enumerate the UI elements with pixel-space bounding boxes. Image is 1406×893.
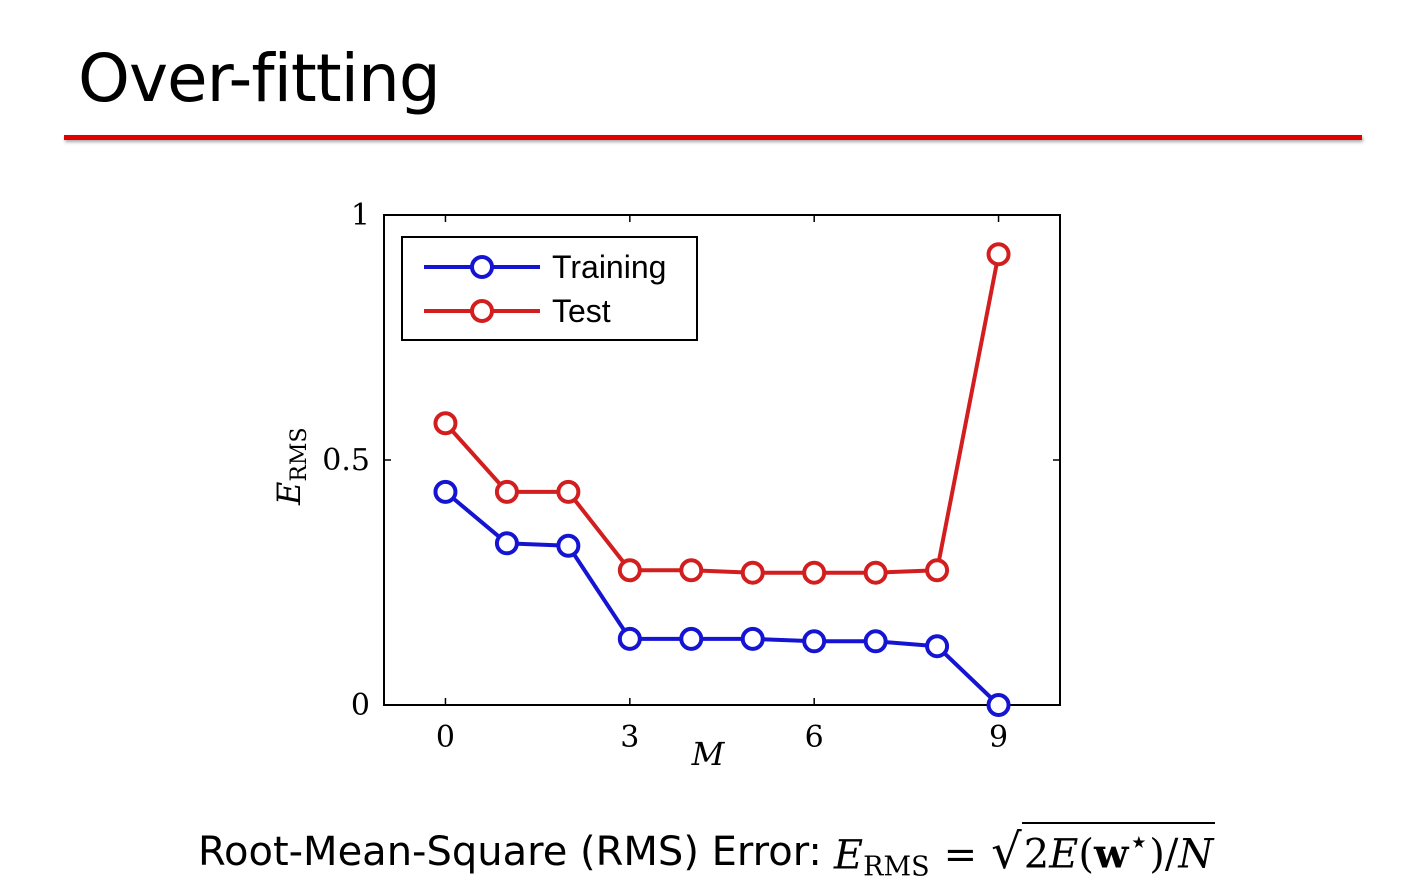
sqrt-sign-icon: √ xyxy=(991,824,1022,881)
legend-label-test: Test xyxy=(552,293,611,329)
formula-sqrt-body: 2E(w⋆)/N xyxy=(1021,821,1216,878)
title-underline xyxy=(64,135,1362,140)
data-point-training xyxy=(740,626,765,651)
data-point-training xyxy=(986,693,1011,717)
formula-sqrt-N: N xyxy=(1178,831,1214,878)
y-tick-label: 0.5 xyxy=(322,443,370,478)
y-axis-label-sub: RMS xyxy=(287,427,312,481)
y-tick-label: 0 xyxy=(351,688,370,723)
series-line-test xyxy=(443,253,1001,575)
legend-marker-test xyxy=(470,299,494,323)
formula-lhs-var: E xyxy=(833,832,864,879)
x-tick-label: 3 xyxy=(620,720,639,755)
data-point-training xyxy=(925,634,950,659)
legend-label-training: Training xyxy=(552,249,666,285)
data-point-test xyxy=(617,558,642,583)
x-axis-label: M xyxy=(691,735,726,773)
data-point-test xyxy=(740,560,765,585)
data-point-test xyxy=(925,558,950,583)
series-line-training xyxy=(444,490,1000,707)
slide-title: Over-fitting xyxy=(78,40,441,117)
formula-sqrt-coef: 2 xyxy=(1023,831,1050,878)
x-tick-label: 6 xyxy=(805,720,824,755)
formula-sqrt-w: w xyxy=(1093,830,1129,878)
data-point-test xyxy=(433,411,458,436)
legend-marker-training xyxy=(470,255,494,279)
data-point-training xyxy=(494,531,519,556)
formula-math: ERMS = √ 2E(w⋆)/N xyxy=(833,821,1216,883)
data-point-training xyxy=(556,533,581,558)
data-point-training xyxy=(863,629,888,654)
data-point-test xyxy=(986,242,1011,267)
data-point-training xyxy=(802,629,827,654)
formula-equals: = xyxy=(943,832,978,879)
formula-sqrt-close: )/ xyxy=(1149,831,1179,878)
data-point-training xyxy=(679,626,704,651)
formula-sqrt-open: ( xyxy=(1078,831,1094,878)
x-tick-label: 9 xyxy=(989,720,1008,755)
y-axis-label-main: E xyxy=(270,482,308,506)
y-axis-label: ERMS xyxy=(270,427,312,506)
y-tick-label: 1 xyxy=(351,198,370,233)
formula-lhs-sub: RMS xyxy=(863,851,930,883)
data-point-training xyxy=(433,479,458,504)
data-point-test xyxy=(556,479,581,504)
data-point-test xyxy=(494,479,519,504)
data-point-test xyxy=(802,560,827,585)
formula-sqrt: √ 2E(w⋆)/N xyxy=(991,821,1216,881)
formula-label: Root-Mean-Square (RMS) Error: xyxy=(198,829,822,875)
formula-sqrt-star: ⋆ xyxy=(1128,821,1150,861)
data-point-training xyxy=(617,626,642,651)
legend-box xyxy=(401,236,698,341)
data-point-test xyxy=(679,558,704,583)
formula-sqrt-E: E xyxy=(1049,831,1079,878)
rms-formula: Root-Mean-Square (RMS) Error: ERMS = √ 2E(w… xyxy=(198,820,1216,884)
data-point-test xyxy=(863,560,888,585)
x-tick-label: 0 xyxy=(436,720,455,755)
